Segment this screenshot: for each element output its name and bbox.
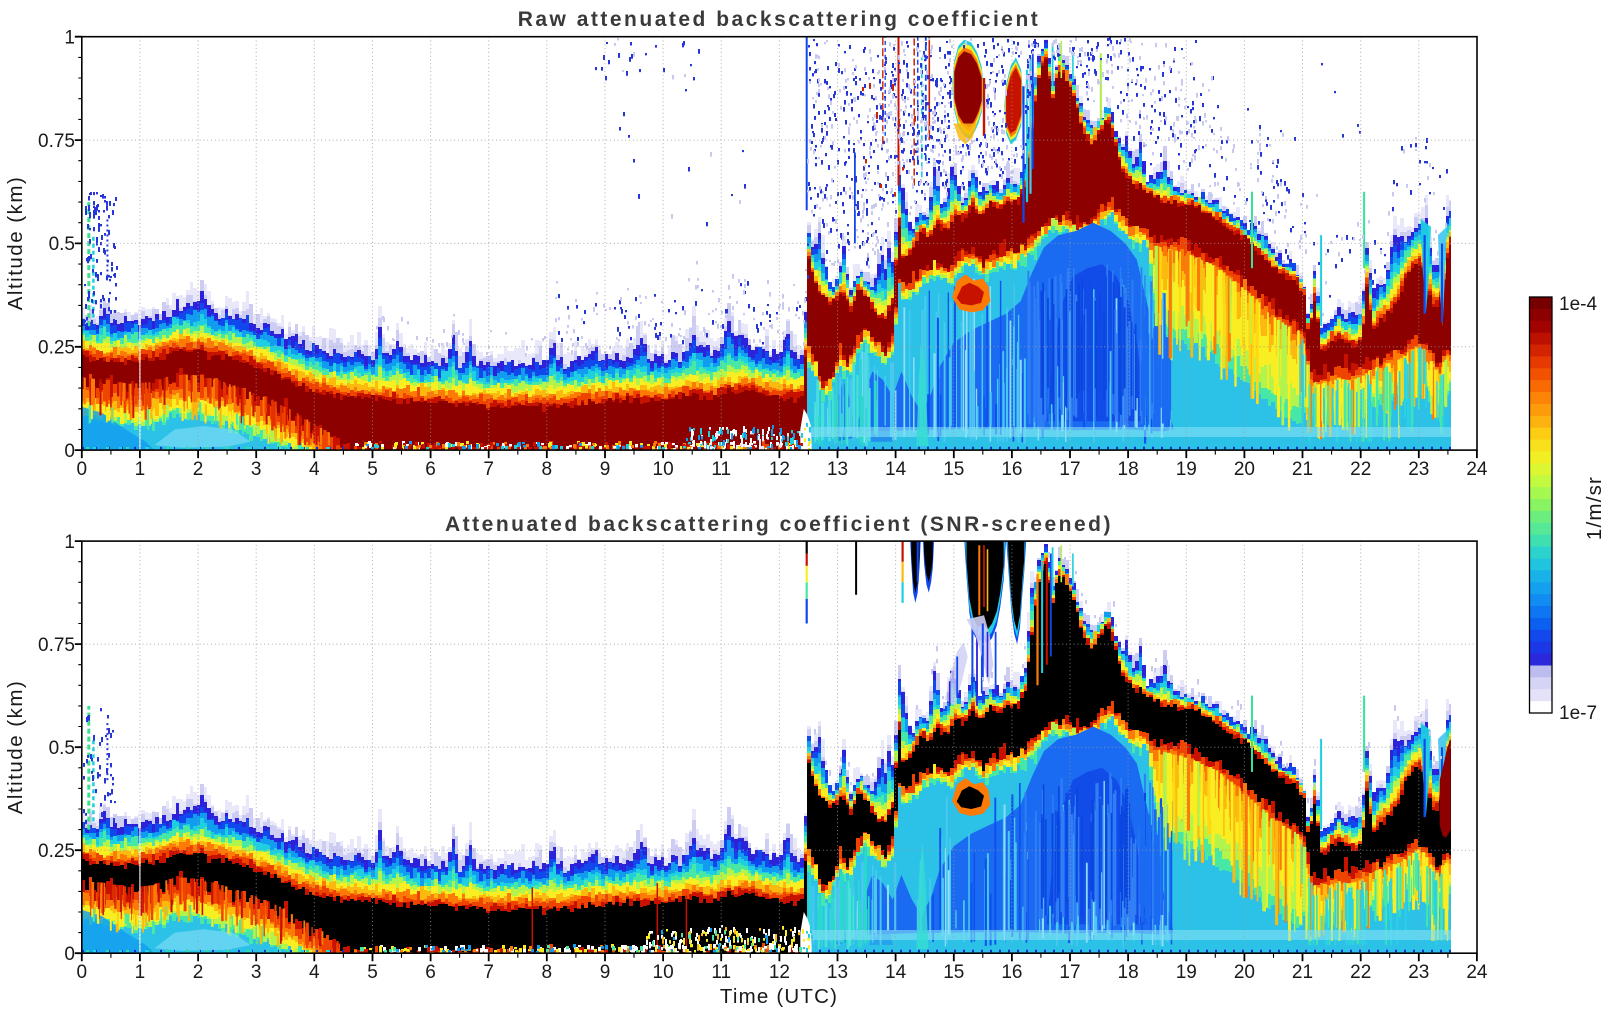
svg-text:5: 5 [367, 459, 378, 480]
svg-text:0: 0 [64, 944, 75, 965]
svg-text:4: 4 [309, 459, 320, 480]
svg-text:23: 23 [1408, 962, 1429, 983]
svg-text:15: 15 [943, 459, 964, 480]
svg-text:0.75: 0.75 [38, 131, 75, 152]
svg-text:14: 14 [885, 459, 907, 480]
svg-text:0: 0 [77, 459, 88, 480]
svg-text:23: 23 [1408, 459, 1429, 480]
svg-text:0.5: 0.5 [49, 738, 75, 759]
svg-text:12: 12 [769, 962, 790, 983]
svg-text:15: 15 [943, 962, 964, 983]
svg-text:3: 3 [251, 459, 262, 480]
svg-text:10: 10 [653, 459, 674, 480]
svg-text:0.25: 0.25 [38, 841, 75, 862]
svg-text:22: 22 [1350, 962, 1371, 983]
svg-text:8: 8 [542, 962, 553, 983]
svg-text:0.75: 0.75 [38, 635, 75, 656]
svg-text:Time (UTC): Time (UTC) [720, 985, 838, 1008]
svg-text:19: 19 [1176, 962, 1197, 983]
svg-text:7: 7 [483, 962, 494, 983]
svg-text:24: 24 [1466, 459, 1488, 480]
svg-text:0.25: 0.25 [38, 337, 75, 358]
svg-text:1: 1 [135, 962, 146, 983]
svg-text:1/m/sr: 1/m/sr [1583, 476, 1606, 540]
svg-text:21: 21 [1292, 459, 1313, 480]
svg-text:1: 1 [64, 27, 75, 48]
svg-text:Altitude (km): Altitude (km) [4, 680, 27, 815]
svg-text:11: 11 [711, 459, 731, 480]
svg-text:1: 1 [64, 532, 75, 553]
svg-text:11: 11 [711, 962, 731, 983]
svg-text:5: 5 [367, 962, 378, 983]
svg-text:20: 20 [1234, 962, 1255, 983]
svg-text:20: 20 [1234, 459, 1255, 480]
svg-text:14: 14 [885, 962, 907, 983]
svg-text:Raw attenuated backscattering: Raw attenuated backscattering coefficien… [518, 8, 1041, 31]
svg-text:Altitude (km): Altitude (km) [4, 176, 27, 311]
svg-text:0: 0 [77, 962, 88, 983]
svg-text:21: 21 [1292, 962, 1313, 983]
svg-text:1e-7: 1e-7 [1559, 703, 1597, 724]
svg-text:9: 9 [600, 459, 611, 480]
svg-text:1: 1 [135, 459, 146, 480]
svg-text:16: 16 [1001, 962, 1022, 983]
svg-text:13: 13 [827, 459, 848, 480]
svg-text:1e-4: 1e-4 [1559, 294, 1597, 315]
svg-text:2: 2 [193, 962, 204, 983]
svg-text:3: 3 [251, 962, 262, 983]
svg-text:18: 18 [1118, 962, 1139, 983]
svg-text:18: 18 [1118, 459, 1139, 480]
svg-text:0.5: 0.5 [49, 234, 75, 255]
svg-text:8: 8 [542, 459, 553, 480]
svg-text:12: 12 [769, 459, 790, 480]
svg-text:0: 0 [64, 441, 75, 462]
svg-text:4: 4 [309, 962, 320, 983]
svg-text:6: 6 [425, 962, 436, 983]
svg-text:16: 16 [1001, 459, 1022, 480]
svg-text:9: 9 [600, 962, 611, 983]
svg-text:7: 7 [483, 459, 494, 480]
svg-text:17: 17 [1059, 459, 1080, 480]
svg-text:10: 10 [653, 962, 674, 983]
svg-text:24: 24 [1466, 962, 1488, 983]
svg-text:2: 2 [193, 459, 204, 480]
svg-text:13: 13 [827, 962, 848, 983]
svg-text:6: 6 [425, 459, 436, 480]
svg-text:19: 19 [1176, 459, 1197, 480]
svg-text:22: 22 [1350, 459, 1371, 480]
svg-text:Attenuated backscattering coef: Attenuated backscattering coefficient (S… [445, 513, 1113, 536]
svg-text:17: 17 [1059, 962, 1080, 983]
